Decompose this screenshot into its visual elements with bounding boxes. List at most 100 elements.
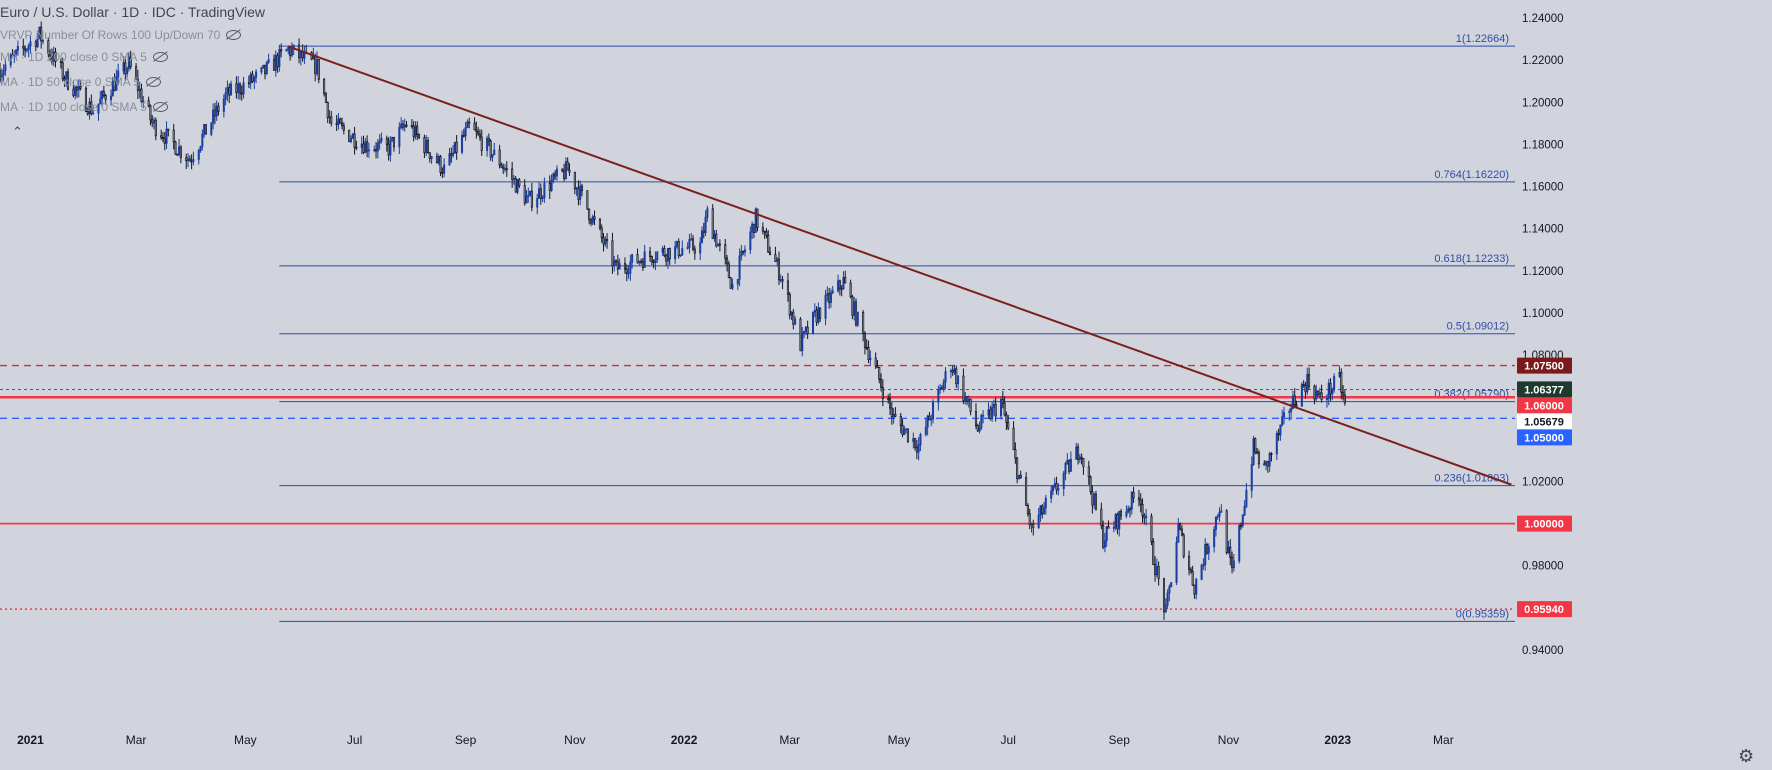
candle-body [410, 125, 413, 127]
candle-body [1218, 511, 1221, 517]
candle-body [13, 53, 16, 56]
candle-body [799, 318, 802, 352]
indicator-ma-100[interactable]: MA · 1D 100 close 0 SMA 5 [0, 100, 169, 114]
candle-body [140, 88, 143, 103]
candle-body [27, 45, 30, 50]
candle-body [849, 282, 852, 298]
candle-body [1143, 515, 1146, 519]
indicator-ma-50[interactable]: MA · 1D 50 close 0 SMA 5 [0, 75, 162, 89]
candle-body [743, 249, 746, 253]
candle-body [638, 260, 641, 264]
candle-body [930, 418, 933, 421]
candle-body [674, 246, 677, 260]
candle-body [380, 137, 383, 142]
eye-hidden-icon[interactable] [151, 51, 169, 63]
candle-body [978, 427, 981, 432]
price-tag-label: 1.05000 [1524, 432, 1564, 444]
price-tags: 1.07500 1.06377 1.06000 1.05679 1.05000 1.000… [1517, 357, 1572, 618]
candle-body [498, 149, 501, 166]
candle-body [1155, 566, 1158, 576]
candle-body [1343, 394, 1346, 404]
candle-body [1170, 582, 1173, 588]
candle-body [1318, 392, 1321, 396]
trendline[interactable] [287, 45, 1512, 486]
candle-body [1189, 568, 1192, 572]
indicator-label: MA · 1D 50 close 0 SMA 5 [0, 75, 141, 89]
candle-body [416, 125, 419, 136]
gear-icon[interactable]: ⚙ [1738, 746, 1755, 766]
candle-body [1245, 489, 1248, 507]
candle-body [931, 401, 935, 420]
candle-body [97, 103, 100, 114]
candle-body [167, 128, 170, 131]
candle-body [1327, 382, 1330, 399]
candle-body [1331, 389, 1334, 395]
price-axis[interactable]: 1.24000 1.22000 1.20000 1.18000 1.16000 1.140… [1522, 13, 1564, 657]
candle-body [869, 357, 872, 360]
candle-body [964, 396, 967, 402]
candle-body [317, 59, 320, 80]
candle-body [452, 152, 455, 156]
indicator-ma-200[interactable]: MA · 1D 200 close 0 SMA 5 [0, 50, 169, 64]
candle-body [1241, 514, 1244, 526]
eye-hidden-icon[interactable] [224, 29, 242, 41]
candle-body [962, 375, 965, 402]
candle-body [1325, 397, 1328, 400]
candle-body [944, 371, 947, 383]
candle-body [249, 73, 252, 84]
candle-body [815, 309, 818, 323]
candle-body [537, 188, 541, 199]
candle-body [1139, 499, 1142, 505]
time-axis[interactable]: 2021 Mar May Jul Sep Nov 2022 Mar May Jul Sep Nov 20… [17, 733, 1454, 747]
candle-body [1114, 513, 1117, 528]
candle-body [736, 278, 739, 285]
candle-body [1053, 483, 1056, 487]
horizontal-levels[interactable] [0, 364, 1515, 610]
candle-body [503, 168, 507, 171]
candle-body [801, 332, 804, 352]
candle-body [41, 40, 45, 42]
candle-body [887, 398, 890, 400]
candle-body [505, 168, 508, 171]
candle-body [77, 86, 80, 91]
candle-body [1308, 374, 1311, 387]
candle-body [385, 137, 388, 145]
candle-body [412, 125, 415, 138]
candle-body [267, 59, 270, 63]
candle-body [135, 66, 138, 79]
candle-body [455, 141, 458, 153]
candle-body [1175, 541, 1178, 583]
candle-body [1243, 505, 1246, 516]
candle-body [1001, 398, 1004, 404]
indicator-vrvp[interactable]: VRVP Number Of Rows 100 Up/Down 70 [0, 28, 242, 42]
candle-body [178, 146, 181, 156]
trendline-segment[interactable] [287, 45, 1512, 486]
candle-body [1118, 511, 1121, 530]
candle-body [337, 118, 340, 125]
candle-body [554, 173, 557, 177]
chart-title[interactable]: Euro / U.S. Dollar · 1D · IDC · TradingV… [0, 4, 266, 20]
candle-body [163, 138, 166, 144]
candlestick-series [0, 21, 1346, 620]
eye-hidden-icon[interactable] [144, 76, 162, 88]
candle-body [59, 61, 62, 64]
chevron-up-icon[interactable]: ⌃ [12, 124, 23, 139]
candle-body [1227, 546, 1230, 554]
candle-body [147, 100, 150, 107]
candle-body [0, 74, 3, 81]
eye-hidden-icon[interactable] [151, 101, 169, 113]
candle-body [1051, 485, 1055, 492]
candle-body [991, 406, 994, 420]
candle-body [577, 187, 580, 200]
fibonacci-retracement[interactable]: 1(1.22664) 0.764(1.16220) 0.618(1.12233) 0.… [279, 33, 1515, 622]
candle-body [1216, 515, 1219, 518]
candle-body [1012, 427, 1015, 450]
candle-body [854, 301, 858, 326]
candle-body [40, 26, 43, 42]
candle-body [460, 134, 464, 153]
candle-body [623, 263, 627, 270]
candle-body [649, 251, 652, 257]
candle-body [299, 50, 302, 59]
candle-body [600, 227, 603, 239]
